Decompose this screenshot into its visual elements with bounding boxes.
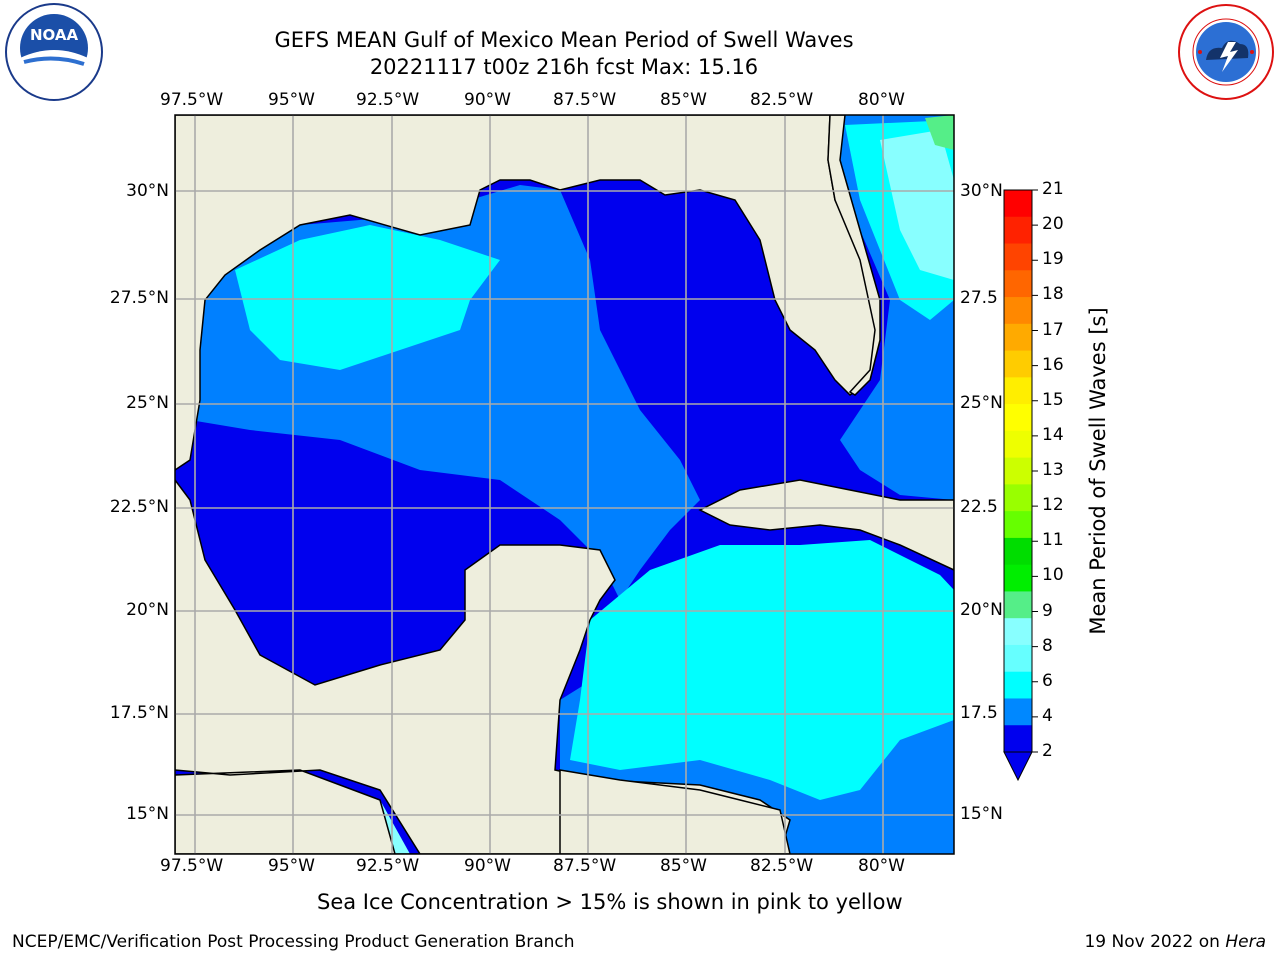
colorbar-swatch <box>1004 511 1032 539</box>
lon-label-top: 85°W <box>660 90 707 110</box>
colorbar-tick-label: 6 <box>1042 670 1053 691</box>
map-title: GEFS MEAN Gulf of Mexico Mean Period of … <box>274 28 854 52</box>
lat-label-left: 25°N <box>126 393 169 413</box>
colorbar-tick-label: 4 <box>1042 705 1053 726</box>
colorbar-swatch <box>1004 190 1032 218</box>
lat-label-right: 30°N <box>960 181 1003 201</box>
colorbar-swatch <box>1004 216 1032 245</box>
colorbar-swatch <box>1004 591 1032 619</box>
nws-logo <box>1178 4 1274 100</box>
lon-label-top: 80°W <box>858 90 905 110</box>
colorbar-swatch <box>1004 725 1032 753</box>
lat-label-left: 22.5°N <box>109 497 169 517</box>
lat-label-right: 17.5 <box>960 703 998 723</box>
colorbar-swatch <box>1004 377 1032 405</box>
colorbar-tick-label: 8 <box>1042 635 1053 656</box>
colorbar-swatch <box>1004 564 1032 592</box>
colorbar-tick-label: 17 <box>1042 319 1064 340</box>
map-frame <box>174 114 955 855</box>
footer-date-text: 19 Nov 2022 on <box>1084 932 1226 952</box>
colorbar-tick-label: 10 <box>1042 565 1064 586</box>
colorbar-tick-label: 9 <box>1042 600 1053 621</box>
swell-region-9-10-patch <box>925 115 954 150</box>
lon-label-top: 87.5°W <box>553 90 617 110</box>
sea-ice-caption: Sea Ice Concentration > 15% is shown in … <box>317 890 903 914</box>
colorbar-tick-label: 18 <box>1042 284 1064 305</box>
swell-region-6-8-northwest <box>235 225 500 370</box>
lon-label-top: 90°W <box>464 90 511 110</box>
colorbar-swatch <box>1004 644 1032 673</box>
lon-label-top: 92.5°W <box>356 90 420 110</box>
colorbar-swatch <box>1004 430 1032 459</box>
colorbar-swatch <box>1004 297 1032 325</box>
lat-label-left: 17.5°N <box>109 703 169 723</box>
colorbar-swatch <box>1004 618 1032 646</box>
colorbar <box>1003 189 1038 782</box>
colorbar-swatch <box>1004 270 1032 298</box>
land-cuba <box>698 479 954 571</box>
footer-machine: Hera <box>1225 932 1266 952</box>
colorbar-swatch <box>1004 698 1032 726</box>
colorbar-tick-label: 19 <box>1042 249 1064 270</box>
lat-label-left: 30°N <box>126 181 169 201</box>
land-florida <box>827 115 881 396</box>
lon-label-bottom: 82.5°W <box>750 856 814 876</box>
swell-region-8-9-atlantic <box>880 130 954 280</box>
graticule <box>175 115 954 854</box>
swell-region-6-8-caribbean <box>570 540 954 800</box>
colorbar-tick-label: 12 <box>1042 495 1064 516</box>
lat-label-left: 15°N <box>126 804 169 824</box>
colorbar-tick-label: 2 <box>1042 741 1053 761</box>
land-central-america <box>559 769 791 854</box>
lat-label-right: 27.5 <box>960 288 998 308</box>
lon-label-bottom: 92.5°W <box>356 856 420 876</box>
colorbar-title: Mean Period of Swell Waves [s] <box>1086 307 1110 635</box>
colorbar-swatch <box>1004 484 1032 512</box>
lat-label-right: 20°N <box>960 600 1003 620</box>
lon-label-bottom: 90°W <box>464 856 511 876</box>
lat-label-right: 22.5 <box>960 497 998 517</box>
colorbar-swatch <box>1004 243 1032 271</box>
lon-label-bottom: 87.5°W <box>553 856 617 876</box>
colorbar-tick-label: 15 <box>1042 389 1064 410</box>
colorbar-tick-label: 16 <box>1042 354 1064 375</box>
colorbar-swatch <box>1004 350 1032 378</box>
lat-label-right: 25°N <box>960 393 1003 413</box>
colorbar-tick-label: 11 <box>1042 530 1064 551</box>
map-subtitle: 20221117 t00z 216h fcst Max: 15.16 <box>369 55 759 79</box>
colorbar-tick-label: 13 <box>1042 460 1064 480</box>
lat-label-left: 20°N <box>126 600 169 620</box>
colorbar-tick-label: 14 <box>1042 424 1064 445</box>
noaa-logo-text: NOAA <box>30 26 79 44</box>
colorbar-tick-label: 20 <box>1042 214 1064 235</box>
footer-producer: NCEP/EMC/Verification Post Processing Pr… <box>12 932 575 952</box>
land-mexico <box>175 478 791 854</box>
colorbar-extend-arrow <box>1003 751 1033 782</box>
lon-label-top: 95°W <box>268 90 315 110</box>
lat-label-right: 15°N <box>960 804 1003 824</box>
lon-label-top: 97.5°W <box>160 90 224 110</box>
lon-label-bottom: 85°W <box>660 856 707 876</box>
noaa-logo: NOAA <box>5 3 103 101</box>
lon-label-top: 82.5°W <box>750 90 814 110</box>
lat-label-left: 27.5°N <box>109 288 169 308</box>
colorbar-swatch <box>1004 323 1032 352</box>
lon-label-bottom: 97.5°W <box>160 856 224 876</box>
footer-date: 19 Nov 2022 on Hera <box>1084 932 1266 952</box>
colorbar-tick-label: 21 <box>1042 179 1064 199</box>
lon-label-bottom: 80°W <box>858 856 905 876</box>
lon-label-bottom: 95°W <box>268 856 315 876</box>
colorbar-swatch <box>1004 457 1032 485</box>
colorbar-swatch <box>1004 671 1032 699</box>
colorbar-swatch <box>1004 537 1032 566</box>
colorbar-swatch <box>1004 404 1032 432</box>
